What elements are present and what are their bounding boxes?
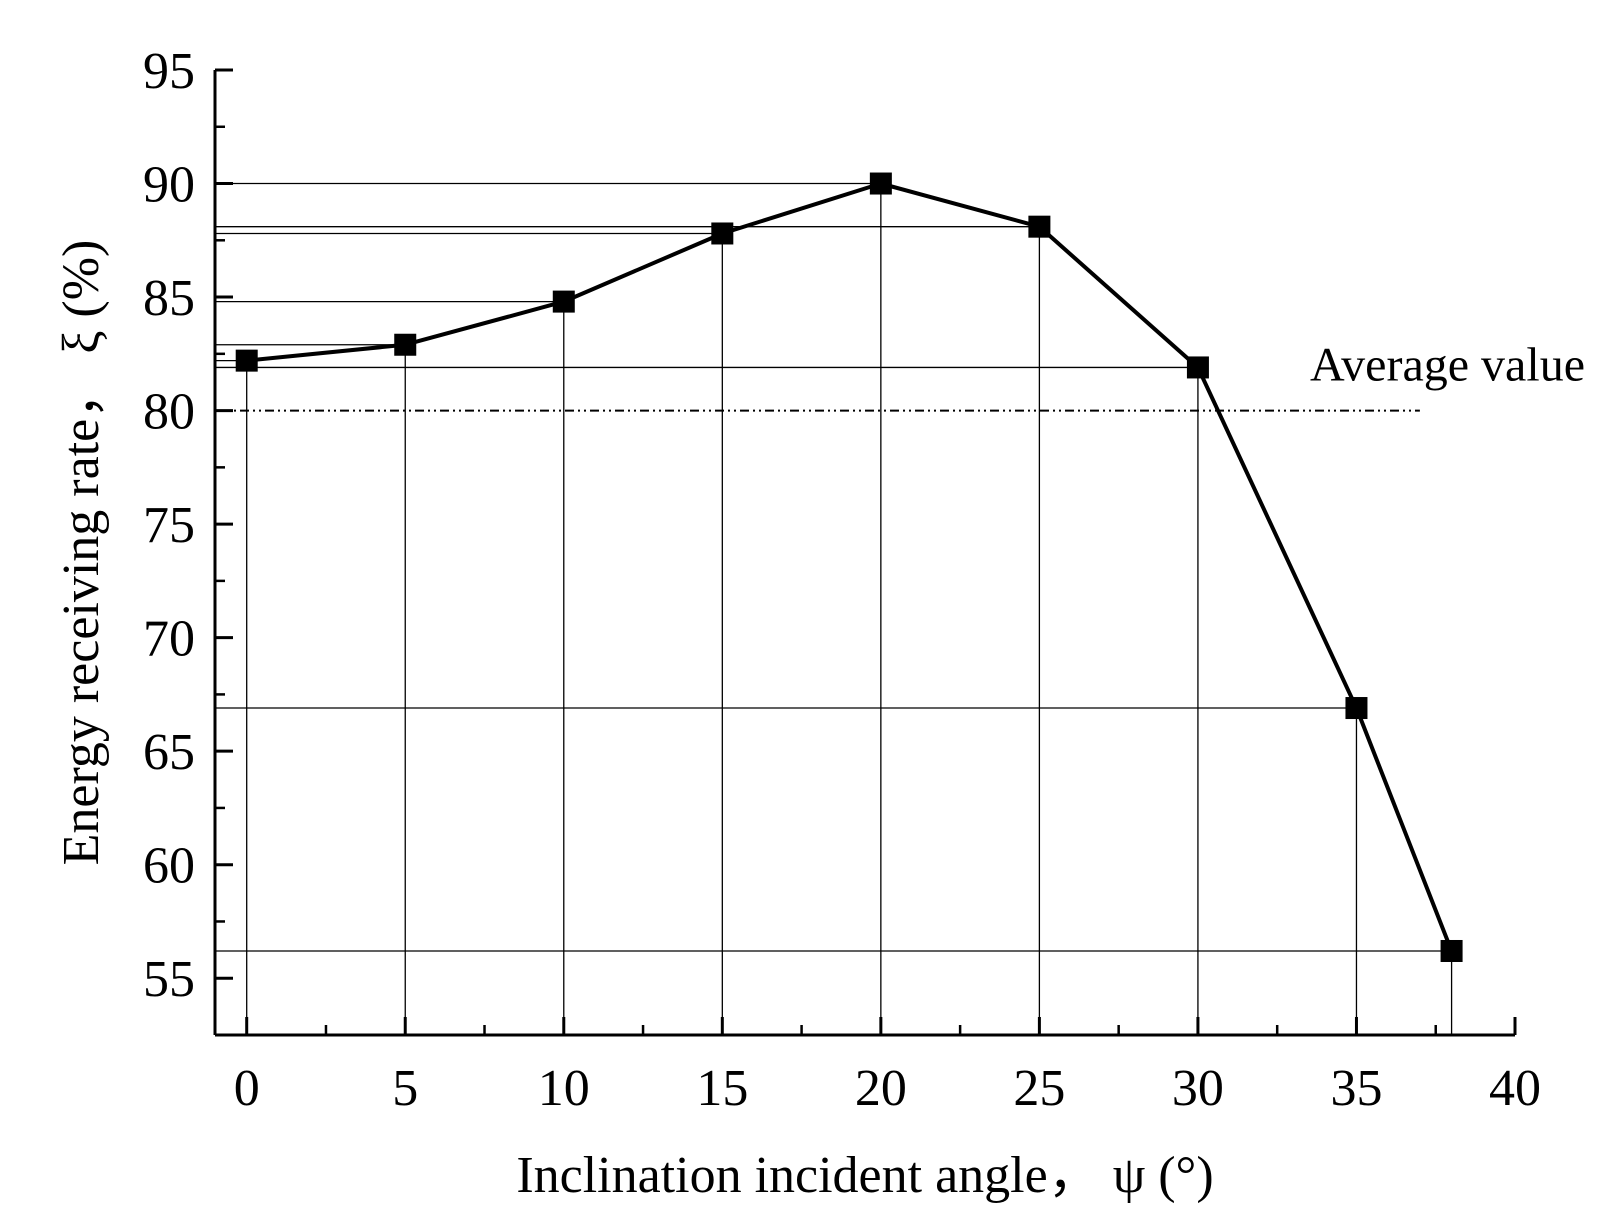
x-tick-label: 40	[1489, 1060, 1541, 1117]
series-line	[246, 181, 1454, 952]
y-axis-title: Energy receiving rate， ξ (%)	[53, 240, 110, 866]
y-tick-label: 85	[143, 270, 195, 327]
y-tick-label: 75	[143, 497, 195, 554]
data-point	[1440, 939, 1463, 962]
x-tick-label: 35	[1330, 1060, 1382, 1117]
x-tick-label: 5	[392, 1060, 418, 1117]
y-tick-label: 60	[143, 838, 195, 895]
x-axis-title: Inclination incident angle， ψ (°)	[516, 1147, 1213, 1204]
x-tick-label: 0	[234, 1060, 260, 1117]
axes	[213, 68, 1517, 1037]
data-point	[869, 172, 892, 195]
y-tick-label: 70	[143, 611, 195, 668]
tick-labels: 55 60 65 70 75 80 85 90 95 0 5 10 15 20 25 30 35 40	[143, 43, 1541, 1117]
x-tick-label: 15	[696, 1060, 748, 1117]
x-tick-label: 25	[1013, 1060, 1065, 1117]
data-point	[552, 290, 575, 313]
y-tick-label: 55	[143, 951, 195, 1008]
data-point	[1028, 215, 1051, 238]
guide-lines	[215, 182, 1453, 1035]
data-point	[394, 333, 417, 356]
average-value-label: Average value	[1310, 339, 1585, 392]
data-point	[711, 222, 734, 245]
y-tick-label: 90	[143, 157, 195, 214]
x-tick-label: 30	[1172, 1060, 1224, 1117]
data-point	[235, 349, 258, 372]
y-tick-label: 95	[143, 43, 195, 100]
y-tick-label: 80	[143, 384, 195, 441]
x-tick-label: 10	[538, 1060, 590, 1117]
y-tick-label: 65	[143, 724, 195, 781]
data-series	[235, 172, 1463, 962]
data-point	[1345, 697, 1368, 720]
data-point	[1186, 356, 1209, 379]
x-tick-label: 20	[855, 1060, 907, 1117]
